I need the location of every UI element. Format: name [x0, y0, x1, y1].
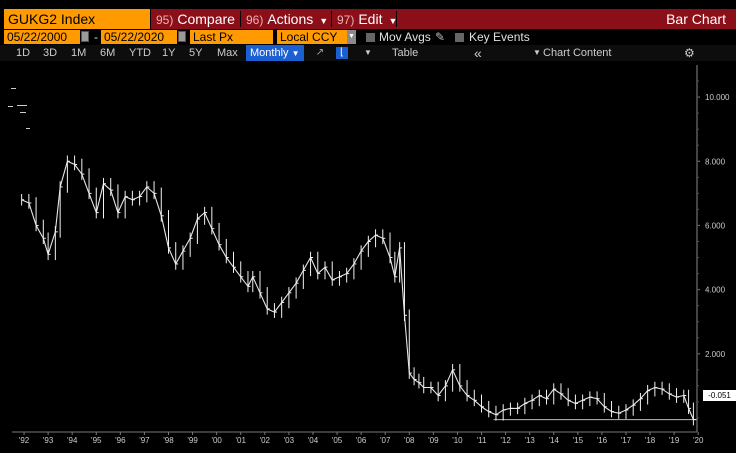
- period-ytd[interactable]: YTD: [129, 47, 151, 59]
- double-chevron-left-icon[interactable]: «: [474, 45, 482, 61]
- legend-mark: [11, 88, 16, 89]
- x-tick-label: '92: [19, 436, 30, 445]
- frequency-select[interactable]: Monthly ▼: [246, 45, 304, 61]
- calendar-icon[interactable]: [178, 31, 186, 42]
- y-tick-label: 8.000: [705, 157, 726, 166]
- caret-down-icon: ▼: [319, 16, 329, 26]
- y-axis: 10.000 8.000 6.000 4.000 2.000: [696, 65, 730, 432]
- period-max[interactable]: Max: [217, 47, 238, 59]
- x-tick-label: '20: [693, 436, 704, 445]
- x-tick-label: '09: [428, 436, 439, 445]
- caret-down-icon: ▼: [291, 49, 300, 58]
- last-price-tag: -0.051: [703, 390, 736, 401]
- y-tick-label: 2.000: [705, 350, 726, 359]
- key-events-label[interactable]: Key Events: [469, 30, 530, 44]
- period-1y[interactable]: 1Y: [162, 47, 176, 59]
- range-dash: -: [94, 30, 98, 44]
- chart-content-button[interactable]: Chart Content: [543, 47, 612, 59]
- x-tick-label: '99: [187, 436, 198, 445]
- x-tick-label: '12: [500, 436, 511, 445]
- compare-code: 95): [156, 13, 174, 27]
- legend-mark: [20, 112, 26, 113]
- x-tick-label: '10: [452, 436, 463, 445]
- line-chart-icon[interactable]: ↗: [315, 47, 325, 58]
- bar-chart-icon[interactable]: ⌊: [336, 47, 348, 59]
- compare-button[interactable]: 95) Compare: [156, 9, 235, 29]
- x-axis: '92 '93 '94 '95 '96 '97 '98 '99 '00 '01 '02 '03 '04 '…: [12, 431, 704, 445]
- currency-select[interactable]: Local CCY: [277, 30, 347, 44]
- caret-down-icon[interactable]: ▼: [533, 48, 541, 57]
- edit-code: 97): [337, 13, 355, 27]
- actions-code: 96): [246, 13, 264, 27]
- x-tick-label: '98: [163, 436, 174, 445]
- x-tick-label: '97: [139, 436, 150, 445]
- divider: [331, 11, 332, 27]
- pencil-icon[interactable]: ✎: [435, 30, 446, 44]
- price-series-line: [21, 160, 694, 420]
- x-tick-label: '00: [211, 436, 222, 445]
- x-tick-label: '08: [404, 436, 415, 445]
- mov-avgs-checkbox[interactable]: [366, 33, 375, 42]
- chart-type-title: Bar Chart: [666, 11, 726, 27]
- actions-menu[interactable]: 96) Actions ▼: [246, 9, 328, 29]
- x-tick-label: '01: [236, 436, 247, 445]
- period-toolbar: 1D 3D 1M 6M YTD 1Y 5Y Max Monthly ▼ ↗ ⌊ …: [0, 45, 736, 61]
- x-tick-label: '14: [549, 436, 560, 445]
- divider: [396, 11, 397, 27]
- period-1d[interactable]: 1D: [16, 47, 31, 59]
- title-bar: GUKG2 Index 95) Compare 96) Actions ▼ 97) Ed…: [0, 0, 736, 30]
- gear-icon[interactable]: ⚙: [684, 46, 695, 60]
- edit-menu[interactable]: 97) Edit ▼: [337, 9, 397, 29]
- date-range-row: 05/22/2000 - 05/22/2020 Last Px Local CC…: [0, 30, 736, 45]
- command-bar: 95) Compare 96) Actions ▼ 97) Edit ▼ Bar Char…: [151, 9, 736, 29]
- caret-down-icon: ▼: [388, 16, 398, 26]
- divider: [240, 11, 241, 27]
- x-tick-label: '04: [308, 436, 319, 445]
- x-tick-label: '19: [669, 436, 680, 445]
- mov-avgs-label[interactable]: Mov Avgs: [379, 30, 431, 44]
- legend-mark: [17, 105, 27, 106]
- x-tick-label: '07: [380, 436, 391, 445]
- x-tick-label: '06: [356, 436, 367, 445]
- period-1m[interactable]: 1M: [71, 47, 87, 59]
- legend-marks: [8, 88, 30, 133]
- x-tick-label: '93: [43, 436, 54, 445]
- y-tick-label: 4.000: [705, 286, 726, 295]
- x-tick-label: '94: [67, 436, 78, 445]
- key-events-checkbox[interactable]: [455, 33, 464, 42]
- x-tick-label: '17: [621, 436, 632, 445]
- x-tick-label: '11: [477, 436, 487, 445]
- actions-label: Actions: [267, 11, 314, 27]
- table-button[interactable]: Table: [392, 47, 419, 59]
- period-5y[interactable]: 5Y: [189, 47, 203, 59]
- x-tick-label: '03: [284, 436, 295, 445]
- chevron-down-icon[interactable]: ▼: [347, 30, 356, 44]
- y-tick-label: 10.000: [705, 93, 730, 102]
- y-tick-label: 6.000: [705, 221, 726, 230]
- caret-down-icon[interactable]: ▼: [364, 48, 372, 57]
- x-tick-label: '13: [524, 436, 535, 445]
- compare-label: Compare: [177, 11, 235, 27]
- field-select[interactable]: Last Px: [190, 30, 273, 44]
- legend-mark: [26, 128, 30, 129]
- edit-label: Edit: [358, 11, 383, 27]
- x-tick-label: '05: [332, 436, 343, 445]
- x-tick-label: '96: [115, 436, 126, 445]
- x-tick-label: '95: [91, 436, 102, 445]
- end-date-input[interactable]: 05/22/2020: [101, 30, 177, 44]
- period-3d[interactable]: 3D: [43, 47, 58, 59]
- x-tick-label: '16: [597, 436, 608, 445]
- plot-area: [21, 155, 697, 426]
- x-tick-label: '02: [260, 436, 271, 445]
- x-tick-label: '18: [645, 436, 656, 445]
- calendar-icon[interactable]: [81, 31, 89, 42]
- period-6m[interactable]: 6M: [100, 47, 116, 59]
- start-date-input[interactable]: 05/22/2000: [4, 30, 80, 44]
- frequency-label: Monthly: [250, 47, 289, 59]
- ticker-field[interactable]: GUKG2 Index: [4, 9, 150, 29]
- legend-mark: [8, 106, 13, 107]
- x-tick-label: '15: [573, 436, 584, 445]
